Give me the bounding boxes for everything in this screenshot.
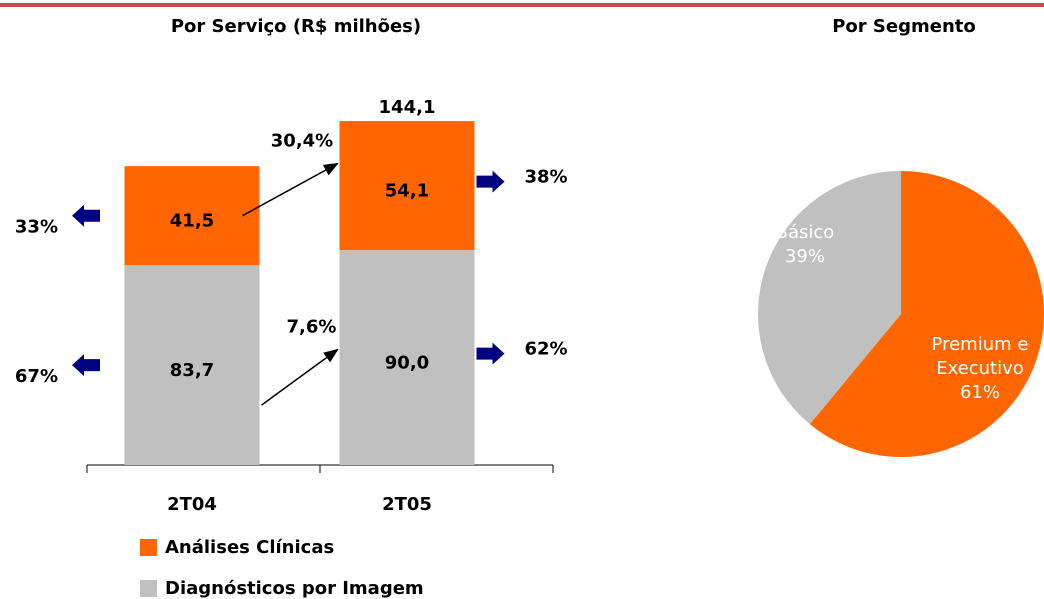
slice-value: 61% xyxy=(959,381,1000,403)
legend-swatch xyxy=(140,539,157,556)
slice-value: 39% xyxy=(784,246,825,268)
share-arrow xyxy=(476,342,505,365)
bar-segment xyxy=(339,250,475,465)
value-label: 41,5 xyxy=(170,211,214,232)
share-label: 67% xyxy=(15,366,58,387)
pie-slice xyxy=(758,171,901,425)
bar-segment xyxy=(339,121,475,251)
legend-label: Diagnósticos por Imagem xyxy=(165,578,424,599)
pie-label: Básico 39% xyxy=(760,221,850,269)
bar-segment xyxy=(124,265,260,465)
share-label: 33% xyxy=(15,217,58,238)
x-tick-label: 2T04 xyxy=(167,494,217,515)
pie-slice xyxy=(809,171,1044,457)
value-label: 83,7 xyxy=(170,360,214,381)
legend-label: Análises Clínicas xyxy=(165,537,334,558)
value-label: 54,1 xyxy=(385,181,429,202)
pie-label: Premium e Executivo 61% xyxy=(915,333,1044,405)
share-arrow xyxy=(72,354,100,377)
slice-name: Básico xyxy=(775,222,835,244)
legend-swatch xyxy=(140,580,157,597)
total-label: 144,1 xyxy=(379,97,436,118)
slice-name: Premium e Executivo xyxy=(931,333,1029,379)
value-label: 90,0 xyxy=(385,353,429,374)
chart-title: Por Segmento xyxy=(832,16,976,37)
chart-title: Por Serviço (R$ milhões) xyxy=(171,16,421,37)
growth-label: 30,4% xyxy=(271,131,333,152)
share-label: 62% xyxy=(525,339,568,360)
share-arrow xyxy=(72,204,100,227)
growth-label: 7,6% xyxy=(287,317,337,338)
share-label: 38% xyxy=(525,167,568,188)
share-arrow xyxy=(476,170,505,193)
x-tick-label: 2T05 xyxy=(382,494,432,515)
growth-arrow xyxy=(261,348,339,406)
growth-arrow xyxy=(242,162,339,217)
bar-segment xyxy=(124,166,260,266)
